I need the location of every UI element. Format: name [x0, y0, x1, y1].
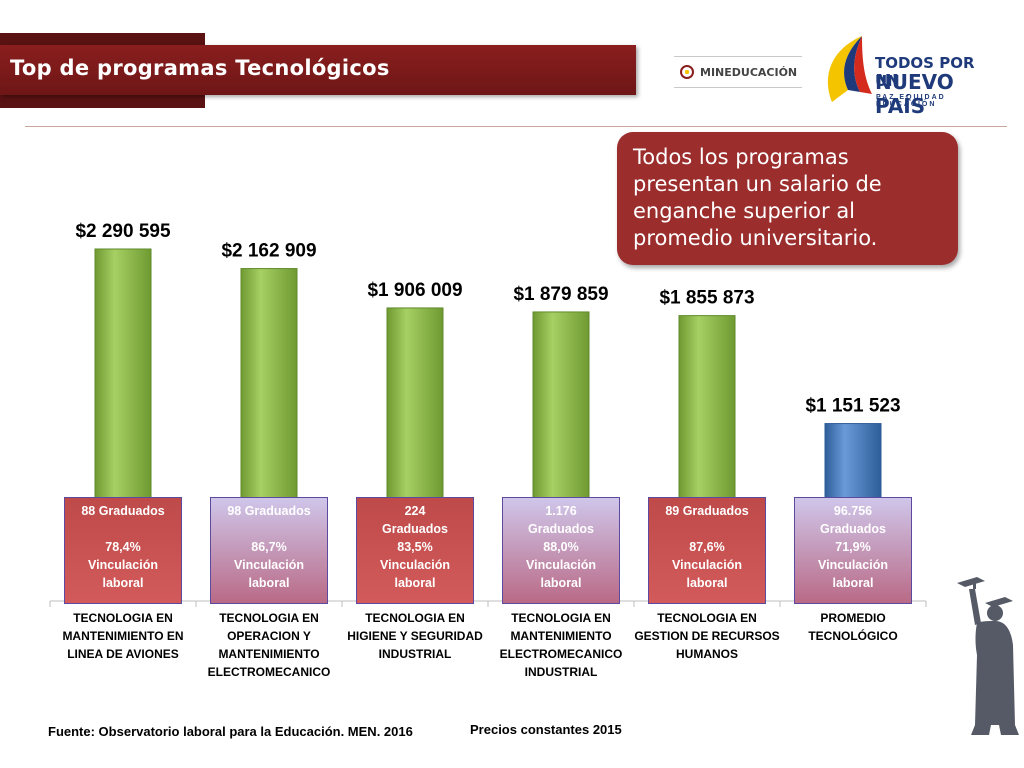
page-title: Top de programas Tecnológicos: [10, 56, 390, 80]
info-box: 1.176 Graduados 88,0% Vinculación labora…: [502, 497, 620, 604]
mineducacion-logo-text: MINEDUCACIÓN: [700, 65, 798, 79]
category-label: TECNOLÓGICO: [808, 628, 897, 643]
category-label: INDUSTRIAL: [525, 665, 598, 679]
todos-logo-line1: TODOS POR UN: [875, 54, 975, 90]
source-note: Fuente: Observatorio laboral para la Edu…: [48, 724, 413, 739]
category-label: HIGIENE Y SEGURIDAD: [347, 629, 483, 643]
mineducacion-logo: MINEDUCACIÓN: [674, 56, 802, 88]
category-label: ELECTROMECANICO: [208, 665, 331, 679]
info-box: 224 Graduados 83,5% Vinculación laboral: [356, 497, 474, 604]
seal-icon: [680, 65, 694, 79]
category-label: LINEA DE AVIONES: [67, 647, 179, 661]
header-divider: [25, 126, 1007, 127]
category-label: GESTION DE RECURSOS: [634, 629, 779, 643]
callout-box: Todos los programas presentan un salario…: [617, 132, 958, 265]
category-label: OPERACION Y: [227, 629, 311, 643]
category-label: TECNOLOGIA EN: [73, 611, 173, 625]
todos-logo-line3: PAZ EQUIDAD EDUCACIÓN: [876, 94, 946, 108]
category-label: TECNOLOGIA EN: [511, 611, 611, 625]
title-bar: [0, 45, 636, 95]
category-label: MANTENIMIENTO EN: [62, 629, 183, 643]
info-box: 89 Graduados 87,6% Vinculación laboral: [648, 497, 766, 604]
colombia-flag-swoosh-icon: [827, 36, 872, 102]
category-label: PROMEDIO: [820, 611, 885, 625]
category-label: TECNOLOGIA EN: [365, 611, 465, 625]
category-label: ELECTROMECANICO: [500, 647, 623, 661]
category-label: TECNOLOGIA EN: [219, 611, 319, 625]
todos-por-un-nuevo-pais-logo: TODOS POR UN NUEVO PAÍS PAZ EQUIDAD EDUC…: [822, 32, 992, 118]
bar-value-label: $1 906 009: [367, 280, 462, 301]
todos-logo-line2: NUEVO PAÍS: [875, 70, 954, 118]
bar-value-label: $2 162 909: [221, 241, 316, 262]
category-label: MANTENIMIENTO: [218, 647, 319, 661]
graduate-silhouette-icon: [957, 577, 1019, 735]
category-label: MANTENIMIENTO: [510, 629, 611, 643]
bar-value-label: $1 879 859: [513, 284, 608, 305]
info-box: 88 Graduados 78,4% Vinculación laboral: [64, 497, 182, 604]
bar-value-label: $1 151 523: [805, 396, 900, 417]
category-label: HUMANOS: [676, 647, 738, 661]
info-box: 98 Graduados 86,7% Vinculación laboral: [210, 497, 328, 604]
category-label: INDUSTRIAL: [379, 647, 452, 661]
bar-value-label: $1 855 873: [659, 288, 754, 309]
category-label: TECNOLOGIA EN: [657, 611, 757, 625]
info-box: 96.756 Graduados 71,9% Vinculación labor…: [794, 497, 912, 604]
bar-value-label: $2 290 595: [75, 221, 171, 242]
prices-note: Precios constantes 2015: [470, 722, 622, 737]
